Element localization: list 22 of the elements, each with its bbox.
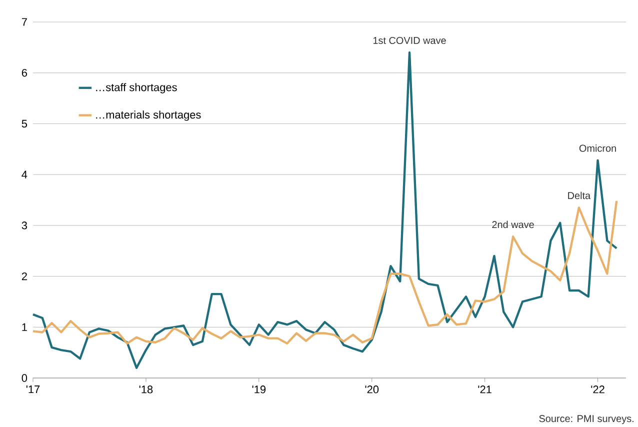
x-tick-label: '20 [365, 386, 379, 394]
annotation: Omicron [579, 144, 616, 152]
y-tick-label: 0 [22, 374, 28, 382]
annotation: Delta [568, 192, 591, 200]
annotation: 2nd wave [492, 220, 534, 228]
y-tick-label: 4 [22, 170, 28, 178]
x-tick-label: '18 [139, 386, 153, 394]
y-tick-label: 3 [22, 222, 27, 230]
x-tick-label: '21 [478, 386, 492, 394]
y-tick-label: 5 [22, 120, 28, 128]
y-tick-label: 7 [22, 18, 27, 26]
source-note: Source: PMI surveys. [539, 415, 634, 424]
legend-label: …staff shortages [96, 83, 177, 94]
x-tick-label: '17 [26, 386, 40, 394]
annotation: 1st COVID wave [373, 36, 446, 44]
legend-label: …materials shortages [96, 110, 201, 121]
y-tick-label: 6 [22, 68, 27, 77]
y-tick-label: 2 [22, 272, 27, 280]
x-tick-label: '19 [252, 386, 266, 394]
line-series [32, 200, 618, 345]
x-tick-label: '22 [591, 386, 604, 394]
y-tick-label: 1 [22, 323, 27, 331]
